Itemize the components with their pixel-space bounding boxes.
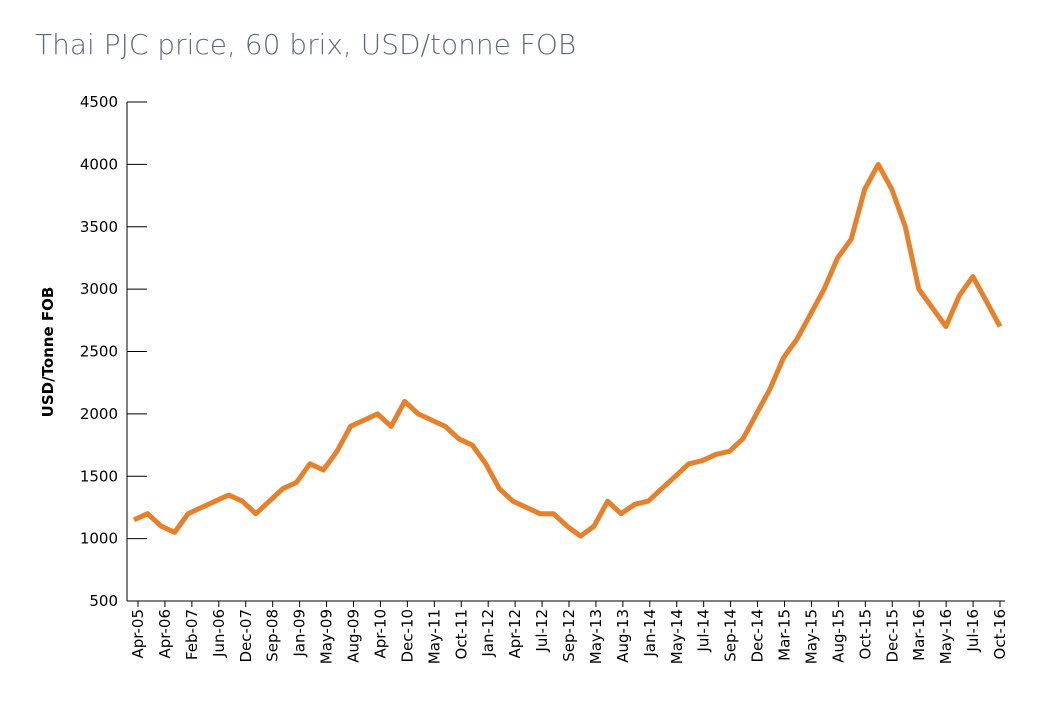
x-tick-label: Sep-08	[264, 609, 282, 662]
y-tick-label: 2000	[80, 405, 118, 423]
y-tick-label: 4500	[80, 93, 118, 111]
x-tick-label: Oct-15	[856, 609, 874, 659]
x-tick-label: Sep-14	[722, 609, 740, 662]
x-tick-label: Jul-14	[695, 609, 713, 653]
x-tick-label: Jan-09	[291, 609, 309, 658]
x-tick-label: Aug-09	[345, 609, 363, 663]
price-line	[132, 161, 1003, 539]
x-tick-label: May-16	[937, 609, 955, 664]
x-tick-label: Oct-16	[991, 609, 1009, 659]
y-tick-label: 500	[89, 592, 118, 610]
x-tick-label: Mar-16	[910, 609, 928, 661]
y-tick-label: 2500	[80, 343, 118, 361]
x-tick-label: Dec-07	[237, 609, 255, 663]
x-tick-label: May-09	[318, 609, 336, 664]
y-tick-label: 1000	[80, 530, 118, 548]
x-tick-label: Apr-05	[129, 609, 147, 659]
x-tick-label: Feb-07	[183, 609, 201, 660]
x-tick-label: Mar-15	[776, 609, 794, 661]
x-tick-label: Sep-12	[560, 609, 578, 662]
y-tick-label: 4000	[80, 155, 118, 173]
x-tick-label: Dec-15	[883, 609, 901, 663]
chart-title: Thai PJC price, 60 brix, USD/tonne FOB	[35, 28, 576, 61]
x-tick-label: Apr-06	[156, 609, 174, 659]
x-tick-label: Apr-10	[371, 609, 389, 659]
x-tick-label: May-13	[587, 609, 605, 664]
x-tick-label: Dec-10	[398, 609, 416, 663]
x-tick-label: Dec-14	[749, 609, 767, 663]
x-tick-label: Jul-16	[964, 609, 982, 653]
y-tick-label: 1500	[80, 467, 118, 485]
x-tick-label: May-14	[668, 609, 686, 664]
x-tick-label: May-11	[425, 609, 443, 664]
x-tick-label: Jan-14	[641, 609, 659, 658]
x-tick-label: Apr-12	[506, 609, 524, 659]
x-tick-label: Jul-12	[533, 609, 551, 653]
x-tick-label: Oct-11	[452, 609, 470, 659]
x-tick-label: Aug-13	[614, 609, 632, 663]
x-tick-label: Aug-15	[829, 609, 847, 663]
x-tick-label: Jun-06	[210, 609, 228, 658]
y-axis-label: USD/Tonne FOB	[39, 287, 57, 418]
y-tick-label: 3500	[80, 218, 118, 236]
y-tick-label: 3000	[80, 280, 118, 298]
x-tick-label: Jan-12	[479, 609, 497, 658]
x-tick-label: May-15	[802, 609, 820, 664]
